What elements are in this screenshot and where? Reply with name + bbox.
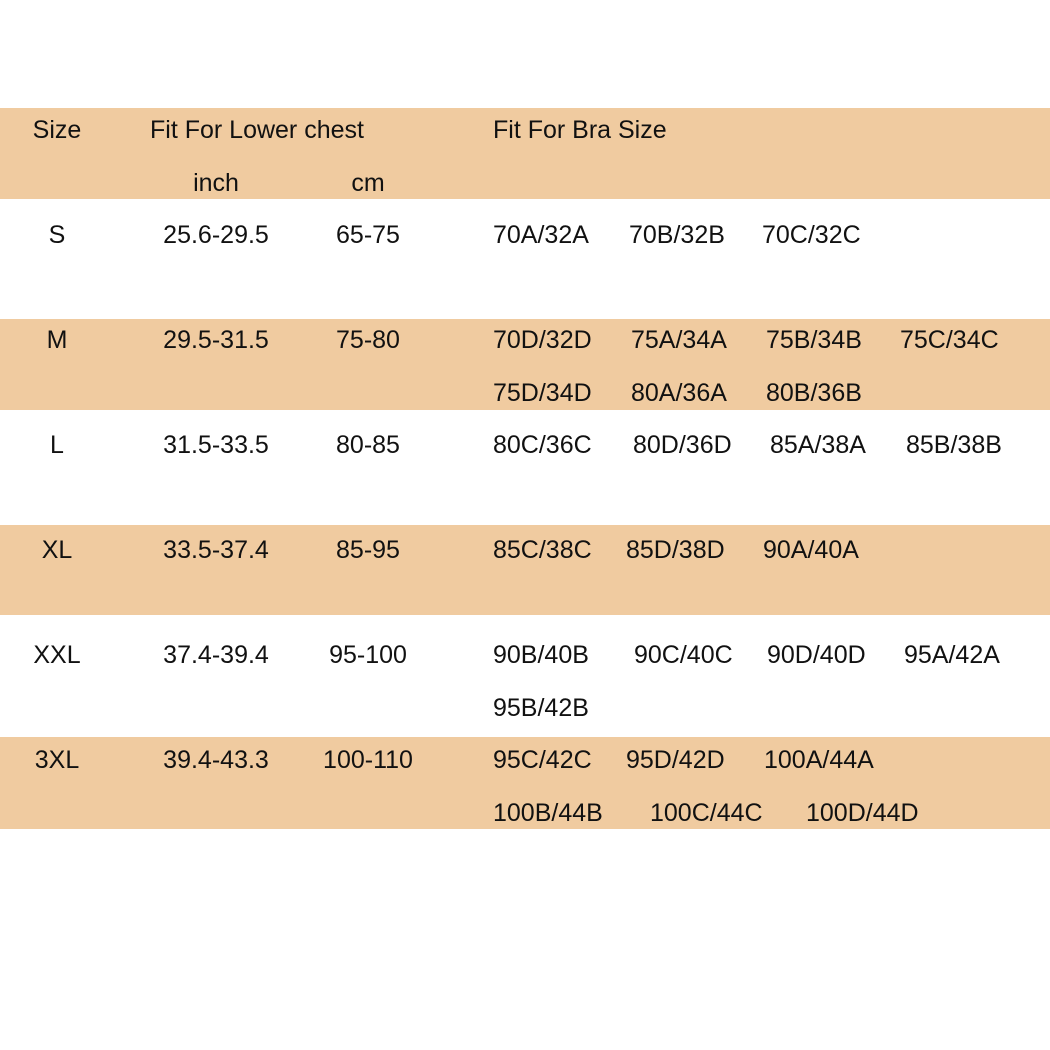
bra-size-cell: 100B/44B bbox=[493, 799, 603, 827]
size-cell: 3XL bbox=[34, 746, 80, 774]
size-cell: S bbox=[48, 221, 66, 249]
bra-size-cell: 95A/42A bbox=[904, 641, 1000, 669]
bra-size-cell: 70A/32A bbox=[493, 221, 589, 249]
bra-size-cell: 75D/34D bbox=[493, 379, 592, 407]
header-band bbox=[0, 108, 1050, 199]
cm-cell: 80-85 bbox=[336, 431, 400, 459]
table-row bbox=[0, 525, 1050, 615]
cm-cell: 95-100 bbox=[329, 641, 407, 669]
header-lower-chest: Fit For Lower chest bbox=[150, 116, 364, 144]
bra-size-cell: 80B/36B bbox=[766, 379, 862, 407]
bra-size-cell: 85B/38B bbox=[906, 431, 1002, 459]
bra-size-cell: 85D/38D bbox=[626, 536, 725, 564]
bra-size-cell: 80A/36A bbox=[631, 379, 727, 407]
bra-size-cell: 90B/40B bbox=[493, 641, 589, 669]
bra-size-cell: 90A/40A bbox=[763, 536, 859, 564]
table-row bbox=[0, 615, 1050, 737]
size-cell: L bbox=[50, 431, 64, 459]
inch-cell: 33.5-37.4 bbox=[163, 536, 269, 564]
bra-size-cell: 95D/42D bbox=[626, 746, 725, 774]
bra-size-cell: 95C/42C bbox=[493, 746, 592, 774]
cm-cell: 85-95 bbox=[336, 536, 400, 564]
cm-cell: 75-80 bbox=[336, 326, 400, 354]
inch-cell: 25.6-29.5 bbox=[163, 221, 269, 249]
bra-size-cell: 85A/38A bbox=[770, 431, 866, 459]
bra-size-cell: 70D/32D bbox=[493, 326, 592, 354]
cm-cell: 100-110 bbox=[323, 746, 413, 774]
bra-size-cell: 100C/44C bbox=[650, 799, 763, 827]
bra-size-cell: 90D/40D bbox=[767, 641, 866, 669]
table-row bbox=[0, 737, 1050, 829]
inch-cell: 39.4-43.3 bbox=[163, 746, 269, 774]
size-cell: XL bbox=[41, 536, 73, 564]
bra-size-cell: 75B/34B bbox=[766, 326, 862, 354]
inch-cell: 37.4-39.4 bbox=[163, 641, 269, 669]
header-bra-size: Fit For Bra Size bbox=[493, 116, 667, 144]
bra-size-cell: 70B/32B bbox=[629, 221, 725, 249]
size-cell: XXL bbox=[33, 641, 81, 669]
table-row bbox=[0, 410, 1050, 525]
header-inch: inch bbox=[193, 169, 239, 197]
inch-cell: 31.5-33.5 bbox=[163, 431, 269, 459]
header-size: Size bbox=[32, 116, 82, 144]
cm-cell: 65-75 bbox=[336, 221, 400, 249]
bra-size-cell: 80D/36D bbox=[633, 431, 732, 459]
bra-size-cell: 85C/38C bbox=[493, 536, 592, 564]
bra-size-cell: 80C/36C bbox=[493, 431, 592, 459]
bra-size-cell: 70C/32C bbox=[762, 221, 861, 249]
table-row bbox=[0, 199, 1050, 319]
bra-size-cell: 90C/40C bbox=[634, 641, 733, 669]
size-cell: M bbox=[46, 326, 68, 354]
bra-size-cell: 100D/44D bbox=[806, 799, 919, 827]
bra-size-cell: 95B/42B bbox=[493, 694, 589, 722]
bra-size-cell: 75C/34C bbox=[900, 326, 999, 354]
bra-size-cell: 75A/34A bbox=[631, 326, 727, 354]
header-cm: cm bbox=[351, 169, 385, 197]
bra-size-cell: 100A/44A bbox=[764, 746, 874, 774]
table-row bbox=[0, 319, 1050, 410]
inch-cell: 29.5-31.5 bbox=[163, 326, 269, 354]
